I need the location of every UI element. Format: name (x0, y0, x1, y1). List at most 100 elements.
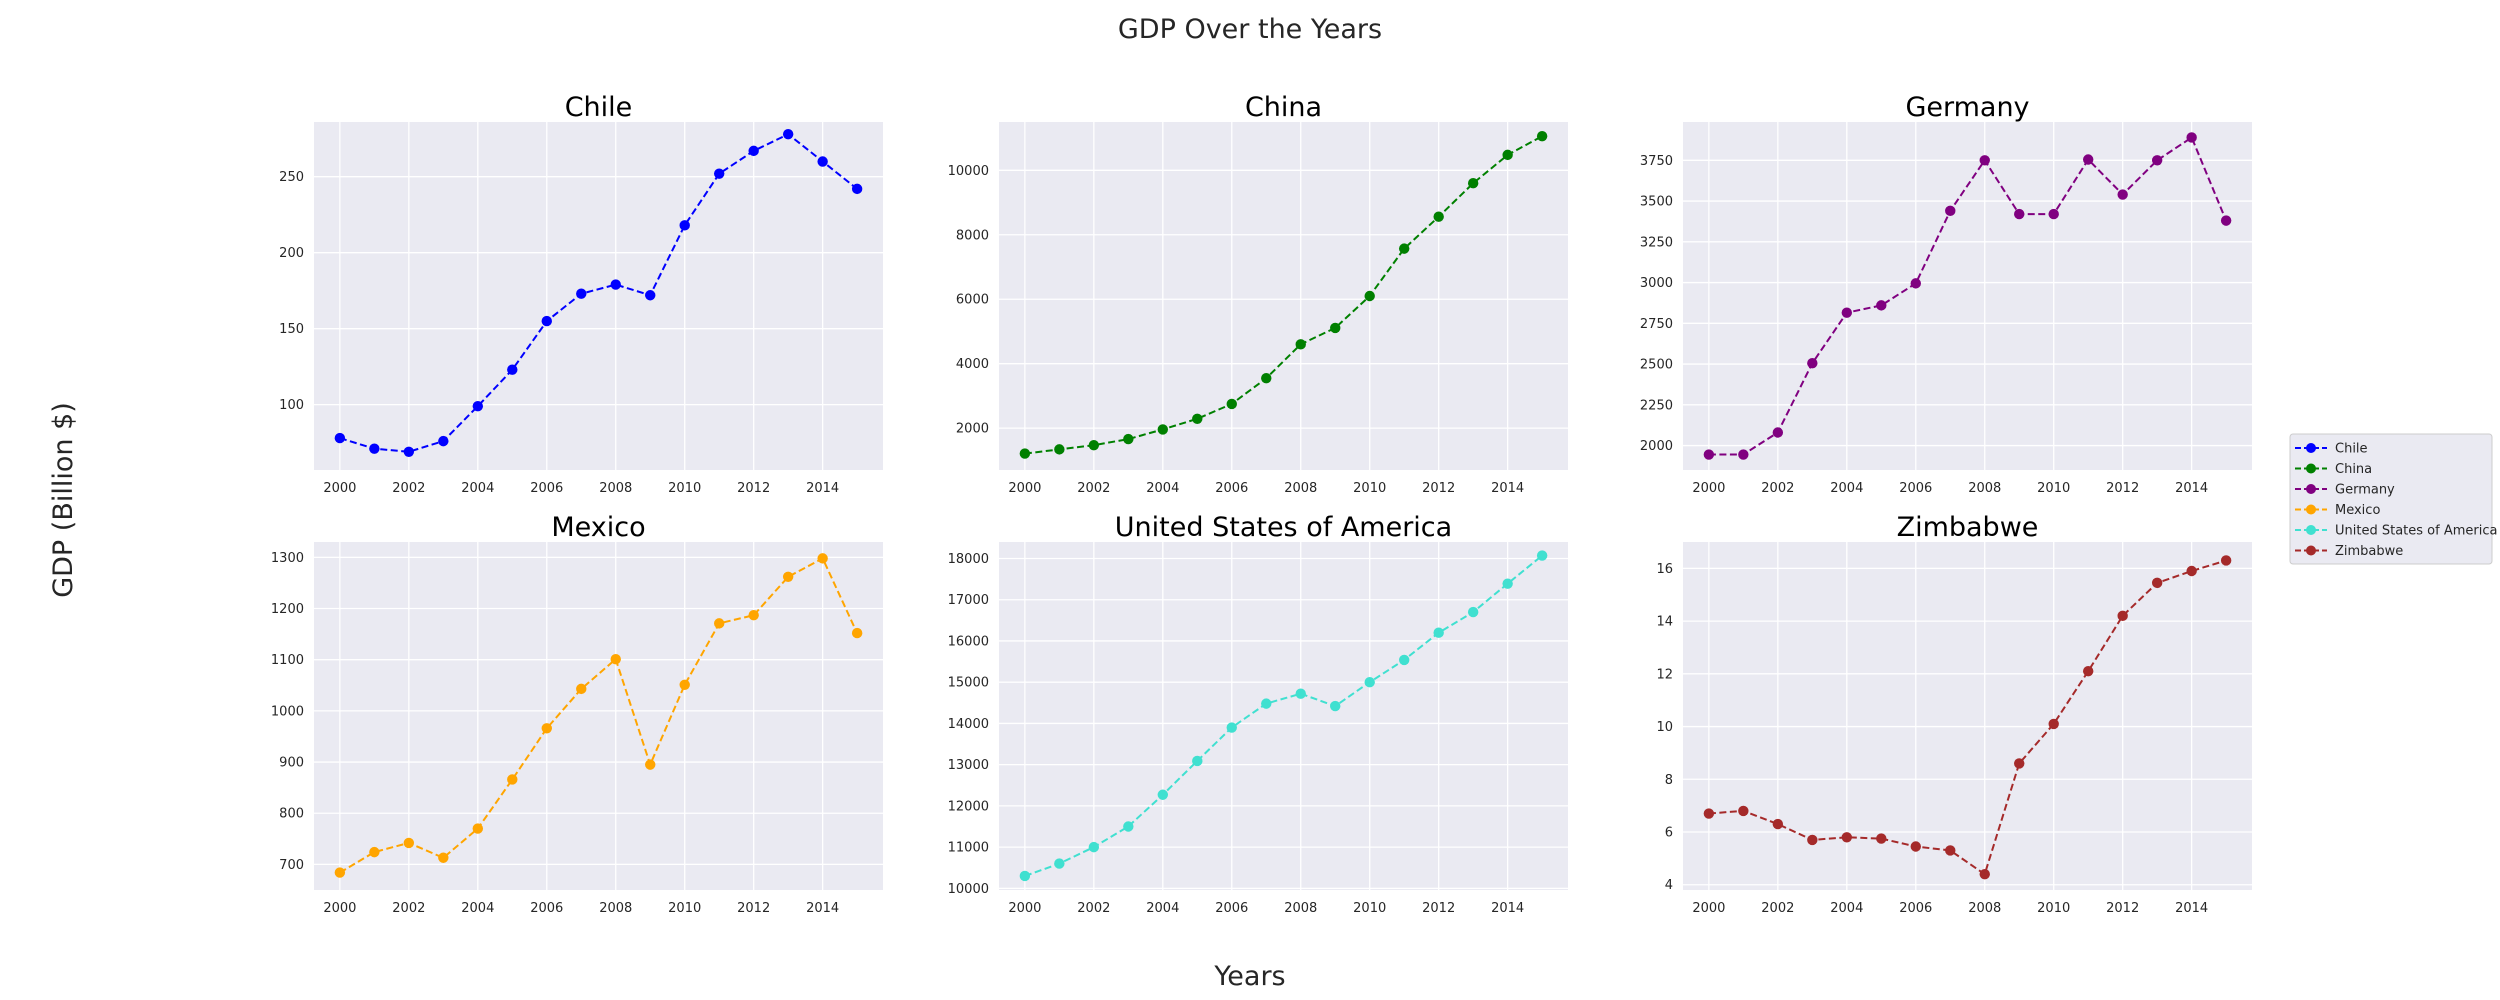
y-tick-label: 14 (1656, 615, 1673, 630)
y-axis-label: GDP (Billion $) (48, 402, 79, 598)
y-tick-label: 2500 (1640, 358, 1673, 373)
y-tick-label: 1000 (271, 704, 304, 719)
x-tick-label: 2006 (1899, 481, 1932, 496)
x-tick-label: 2000 (323, 481, 356, 496)
data-point (369, 846, 380, 858)
data-point (1433, 211, 1444, 222)
subplot-title: China (1245, 92, 1322, 123)
y-tick-label: 13000 (948, 758, 989, 773)
y-tick-label: 10 (1656, 720, 1673, 735)
subplot-title: Chile (565, 92, 633, 123)
data-point (2117, 189, 2128, 200)
x-tick-label: 2014 (2175, 481, 2208, 496)
subplot-title: United States of America (1115, 512, 1452, 543)
x-tick-label: 2010 (2037, 481, 2070, 496)
data-point (541, 315, 552, 327)
y-tick-label: 6000 (956, 293, 989, 308)
y-tick-label: 2250 (1640, 398, 1673, 413)
subplot-china: 2000 2002 2004 2006 2008 2010 2012 2014 2000 4000… (948, 92, 1568, 496)
data-point (507, 774, 518, 785)
data-point (1330, 700, 1341, 712)
x-tick-label: 2012 (737, 481, 770, 496)
x-tick-label: 2002 (1077, 901, 1110, 916)
legend-item: China (2295, 462, 2372, 477)
data-point (334, 867, 346, 878)
y-tick-label: 17000 (948, 593, 989, 608)
y-tick-label: 4000 (956, 357, 989, 372)
plot-area (314, 122, 883, 470)
legend: Chile China Germany Mexico United States of … (2289, 433, 2497, 565)
x-tick-label: 2008 (1968, 481, 2001, 496)
subplot-zimbabwe: 2000 2002 2004 2006 2008 2010 2012 2014 4 6 8 10 12 1… (1656, 512, 2252, 916)
x-tick-label: 2000 (1008, 901, 1041, 916)
data-point (1807, 358, 1818, 369)
y-tick-label: 2750 (1640, 317, 1673, 332)
y-tick-label: 18000 (948, 552, 989, 567)
data-point (2220, 555, 2232, 566)
y-tick-label: 200 (279, 246, 304, 261)
y-tick-label: 8000 (956, 228, 989, 243)
x-tick-label: 2004 (461, 481, 494, 496)
series-line-zimbabwe (1708, 559, 2227, 876)
data-point (1433, 627, 1444, 638)
x-tick-label: 2014 (806, 901, 839, 916)
x-tick-label: 2006 (530, 481, 563, 496)
data-point (1703, 449, 1715, 460)
data-point (782, 128, 794, 140)
data-point (1772, 818, 1784, 830)
y-tick-label: 10000 (948, 882, 989, 897)
data-point (438, 435, 449, 447)
y-tick-label: 12 (1656, 667, 1673, 682)
x-tick-label: 2000 (1008, 481, 1041, 496)
data-point (2151, 155, 2163, 166)
series-line-germany (1708, 135, 2228, 456)
data-point (679, 220, 690, 231)
x-tick-label: 2006 (1215, 901, 1248, 916)
legend-item: Zimbabwe (2295, 544, 2403, 559)
legend-marker (2306, 463, 2316, 474)
data-point (2048, 718, 2059, 730)
data-point (1738, 805, 1749, 817)
x-tick-label: 2014 (2175, 901, 2208, 916)
legend-marker (2306, 504, 2316, 515)
data-point (1502, 149, 1513, 161)
data-point (1467, 606, 1479, 618)
data-point (472, 400, 484, 412)
data-point (1979, 155, 1990, 166)
data-point (1876, 833, 1887, 844)
x-tick-label: 2006 (1215, 481, 1248, 496)
data-point (2048, 208, 2059, 220)
data-point (576, 288, 587, 299)
data-point (1502, 578, 1513, 589)
data-point (610, 653, 621, 665)
data-point (1910, 841, 1921, 852)
x-tick-label: 2010 (1353, 481, 1386, 496)
data-point (782, 571, 794, 582)
y-tick-label: 3750 (1640, 154, 1673, 169)
x-tick-label: 2006 (530, 901, 563, 916)
data-point (2220, 215, 2232, 226)
data-point (2186, 565, 2197, 577)
x-tick-label: 2002 (1761, 481, 1794, 496)
x-tick-label: 2012 (1422, 481, 1455, 496)
data-point (2186, 132, 2197, 143)
series-line-chile (339, 133, 858, 453)
x-tick-label: 2004 (461, 901, 494, 916)
y-tick-label: 15000 (948, 676, 989, 691)
x-tick-label: 2012 (737, 901, 770, 916)
legend-label: Chile (2335, 442, 2368, 457)
legend-label: Mexico (2335, 503, 2380, 518)
data-point (2082, 665, 2094, 677)
y-tick-label: 1200 (271, 602, 304, 617)
y-tick-label: 16 (1656, 562, 1673, 577)
y-tick-label: 2000 (1640, 439, 1673, 454)
legend-marker (2306, 484, 2316, 494)
y-tick-label: 700 (279, 858, 304, 873)
data-point (645, 759, 656, 770)
data-point (748, 145, 759, 157)
legend-label: China (2335, 462, 2372, 477)
data-point (1261, 698, 1272, 709)
legend-item: Mexico (2295, 503, 2380, 518)
data-point (1841, 832, 1853, 843)
